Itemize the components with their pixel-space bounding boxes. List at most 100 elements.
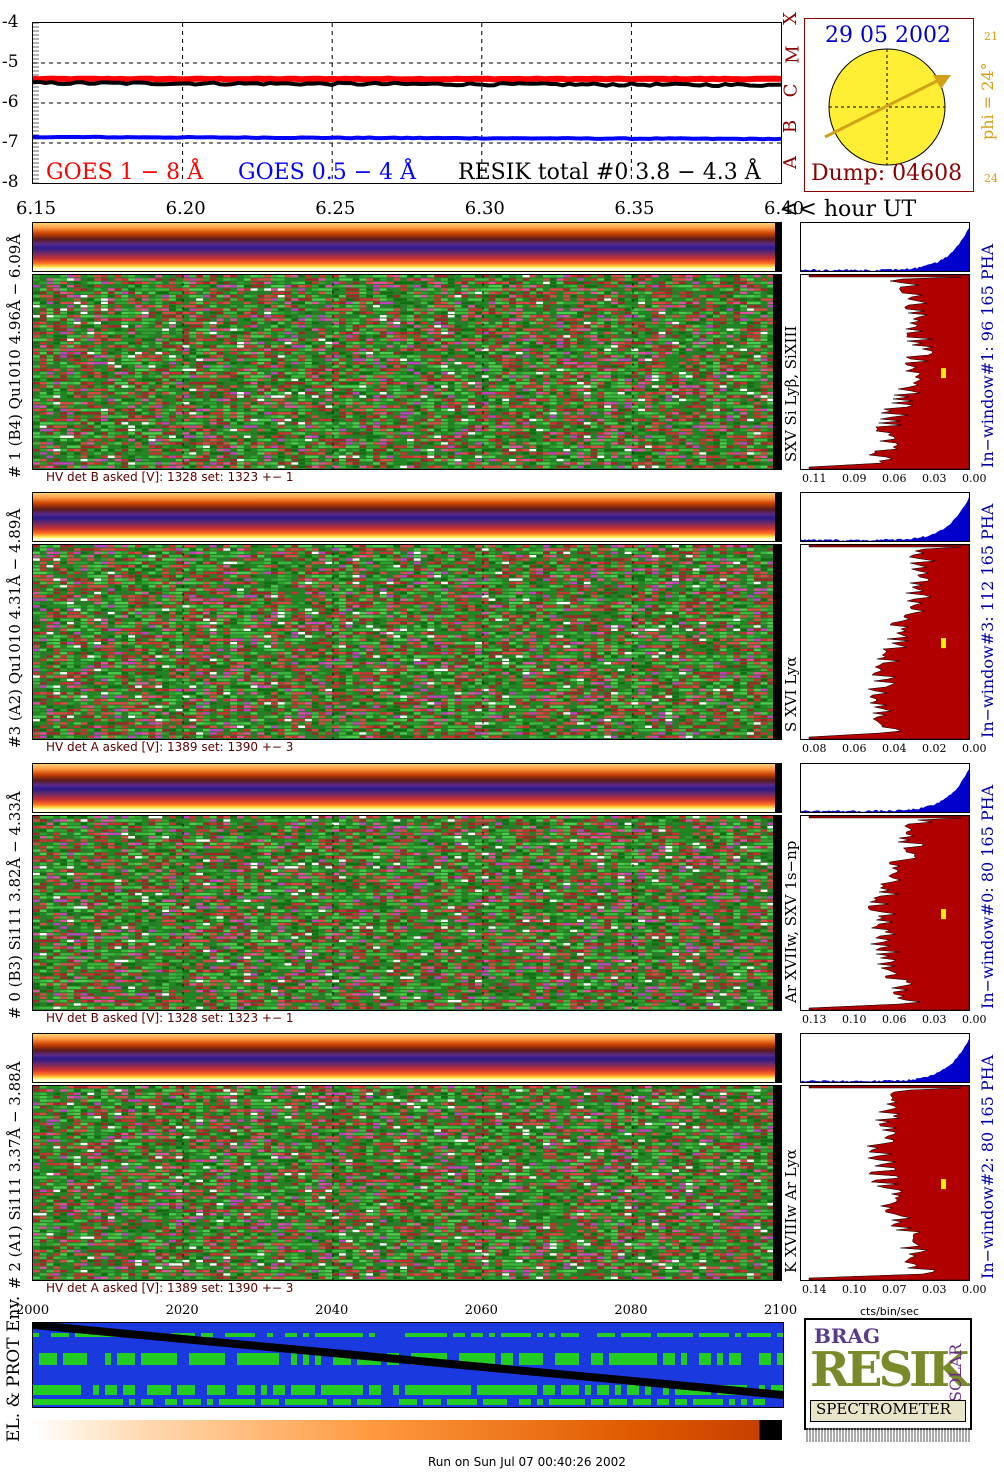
pha-tick: 0.00: [962, 742, 987, 755]
detector-label: # 1 (B4) Qu1010 4.96Å − 6.09Å: [6, 234, 24, 478]
phi-tick-top: 21: [984, 30, 998, 43]
pha-large-hist: [800, 544, 970, 740]
goes-plot-svg: [33, 23, 781, 183]
spectral-lines-label: SXV Si Lyβ, SiXIII: [782, 326, 800, 462]
pha-tick: 0.02: [922, 742, 947, 755]
pha-marker: [941, 638, 946, 649]
pha-tick: 0.03: [922, 472, 947, 485]
spectral-lines-label: K XVIIIw Ar Lyα: [782, 1149, 800, 1273]
pha-tick: 0.04: [882, 742, 907, 755]
header-black-edge: [775, 493, 781, 541]
sun-panel: 29 05 2002 Dump: 04608: [804, 18, 974, 192]
goes-x-tick: 6.15: [16, 198, 56, 219]
pha-tick: 0.10: [842, 1013, 867, 1026]
pha-large-fill: [808, 1086, 969, 1280]
pha-small-fill: [801, 1038, 969, 1082]
logo-fineprint: [806, 1428, 970, 1442]
goes-x-tick: 6.25: [315, 198, 355, 219]
header-black-edge: [775, 1034, 781, 1082]
detector-header-strip: [32, 763, 782, 813]
goes-series-0: [33, 75, 781, 83]
logo-solar: SOLAR: [946, 1344, 965, 1402]
pha-small-hist: [800, 492, 970, 542]
pha-tick: 0.03: [922, 1283, 947, 1296]
bottom-x-tick: 2080: [614, 1303, 647, 1318]
pha-marker: [941, 909, 946, 920]
pha-tick: 0.07: [882, 1283, 907, 1296]
spectrogram-svg: [33, 1086, 781, 1280]
header-black-edge: [775, 223, 781, 271]
phi-label: phi = 24°: [978, 62, 997, 140]
pha-large-hist: [800, 274, 970, 470]
resik-logo: BRAG RESIK SOLAR SPECTROMETER: [804, 1318, 972, 1430]
pha-marker: [941, 368, 946, 379]
pha-large-hist: [800, 1085, 970, 1281]
pha-small-fill: [801, 497, 969, 541]
env-panel: [32, 1322, 784, 1408]
detector-spectrogram: [32, 815, 782, 1011]
pha-small-hist: [800, 222, 970, 272]
header-black-edge: [775, 764, 781, 812]
detector-header-strip: [32, 492, 782, 542]
flare-class-B: B: [780, 120, 801, 133]
goes-x-tick: 6.20: [166, 198, 206, 219]
logo-spectrometer: SPECTROMETER: [816, 1400, 951, 1418]
goes-y-tick: -6: [2, 92, 19, 112]
pha-large-fill: [808, 816, 969, 1010]
hv-label: HV det A asked [V]: 1389 set: 1390 +− 3: [46, 740, 293, 754]
goes-y-tick: -8: [2, 172, 19, 192]
pha-tick: 0.13: [802, 1013, 827, 1026]
detector-label: #3 (A2) Qu1010 4.31Å − 4.89Å: [6, 509, 24, 748]
env-label: EL. & PROT Env.: [4, 1296, 24, 1442]
bottom-x-tick: 2100: [764, 1303, 797, 1318]
spectral-lines-label: Ar XVIIw, SXV 1s−np: [782, 841, 800, 1003]
pha-tick: 0.00: [962, 472, 987, 485]
pha-large-fill: [808, 545, 969, 739]
pha-tick: 0.06: [882, 1013, 907, 1026]
pha-tick: 0.11: [802, 472, 827, 485]
detector-header-strip: [32, 222, 782, 272]
bottom-x-tick: 2000: [16, 1303, 49, 1318]
x-axis-unit: << hour UT: [780, 197, 916, 222]
detector-label: # 0 (B3) Si111 3.82Å − 4.33Å: [6, 791, 24, 1019]
pha-marker: [941, 1179, 946, 1190]
pha-small-hist: [800, 763, 970, 813]
hv-label: HV det A asked [V]: 1389 set: 1390 +− 3: [46, 1281, 293, 1295]
goes-y-tick: -5: [2, 52, 19, 72]
logo-resik: RESIK: [810, 1342, 969, 1398]
sun-disk-svg: [824, 48, 951, 166]
pha-tick: 0.00: [962, 1283, 987, 1296]
pha-tick: 0.08: [802, 742, 827, 755]
goes-series-2: [33, 79, 781, 89]
spectrogram-svg: [33, 816, 781, 1010]
pha-small-fill: [801, 228, 969, 271]
in-window-label: In−window#2: 80 165 PHA: [978, 1055, 997, 1279]
legend-goes1: GOES 1 − 8 Å: [46, 160, 203, 185]
flare-class-M: M: [783, 45, 804, 63]
pha-tick: 0.00: [962, 1013, 987, 1026]
in-window-label: In−window#0: 80 165 PHA: [978, 785, 997, 1009]
goes-x-tick: 6.35: [614, 198, 654, 219]
pha-tick: 0.03: [922, 1013, 947, 1026]
hv-label: HV det B asked [V]: 1328 set: 1323 +− 1: [46, 470, 293, 484]
flare-class-A: A: [780, 156, 801, 169]
env-gradient-bar: [32, 1420, 782, 1440]
goes-x-tick: 6.40: [764, 198, 804, 219]
sun-date: 29 05 2002: [825, 23, 951, 48]
goes-y-tick: -4: [2, 12, 19, 32]
goes-plot-frame: [32, 22, 782, 184]
flare-class-C: C: [780, 84, 801, 98]
in-window-label: In−window#3: 112 165 PHA: [978, 504, 997, 738]
pha-small-fill: [801, 769, 969, 812]
spectrogram-svg: [33, 275, 781, 469]
bottom-x-tick: 2040: [315, 1303, 348, 1318]
in-window-label: In−window#1: 96 165 PHA: [978, 244, 997, 468]
sun-phi-arrow: [824, 75, 946, 139]
pha-tick: 0.06: [882, 472, 907, 485]
spectral-lines-label: S XVI Lyα: [782, 656, 800, 732]
bottom-x-tick: 2060: [465, 1303, 498, 1318]
sun-arrow-head: [933, 75, 951, 89]
detector-label: # 2 (A1) Si111 3.37Å − 3.88Å: [6, 1061, 24, 1289]
pha-tick: 0.10: [842, 1283, 867, 1296]
pha-large-hist: [800, 815, 970, 1011]
